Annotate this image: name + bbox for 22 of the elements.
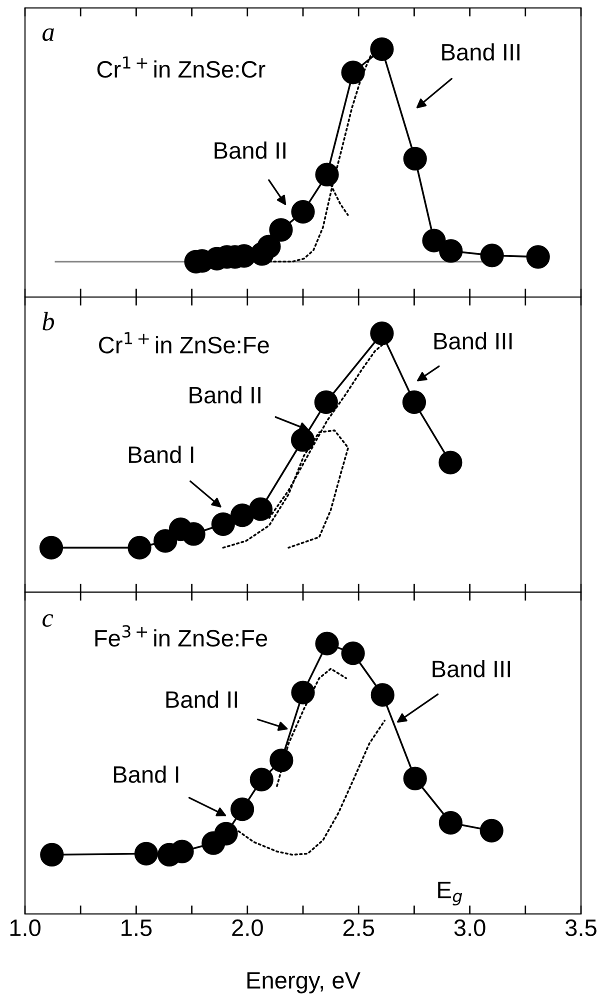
x-tick-label: 3.0: [454, 919, 486, 936]
annotation: Band II: [166, 690, 238, 708]
annotation: Band III: [434, 332, 512, 350]
chart-subtitle: Fe$^{3+}$in ZnSe:Fe: [95, 625, 268, 647]
x-tick-label: 3.5: [565, 919, 596, 936]
x-tick-label: 1.0: [10, 919, 40, 936]
annotation: Band II: [214, 142, 286, 159]
chart-subtitle: Cr$^{1+}$in ZnSe:Fe: [99, 332, 269, 354]
annotation: Band III: [442, 43, 520, 61]
annotation: Band I: [129, 446, 194, 464]
x-tick-label: 1.5: [122, 920, 152, 936]
annotation: Band II: [190, 386, 260, 404]
annotation: Band I: [114, 766, 178, 783]
chart-title: a: [42, 28, 54, 42]
annotation: Band III: [432, 660, 510, 678]
chart-subtitle: Cr$^{1+}$in ZnSe:Cr: [97, 56, 266, 78]
chart-title: b: [42, 312, 54, 330]
x-tick-label: 2.5: [343, 919, 374, 936]
x-axis-title: Energy, eV: [247, 972, 360, 994]
annotation: E$_{g}$: [438, 882, 462, 906]
x-tick-label: 2.0: [232, 919, 263, 936]
chart-title: c: [42, 614, 54, 627]
